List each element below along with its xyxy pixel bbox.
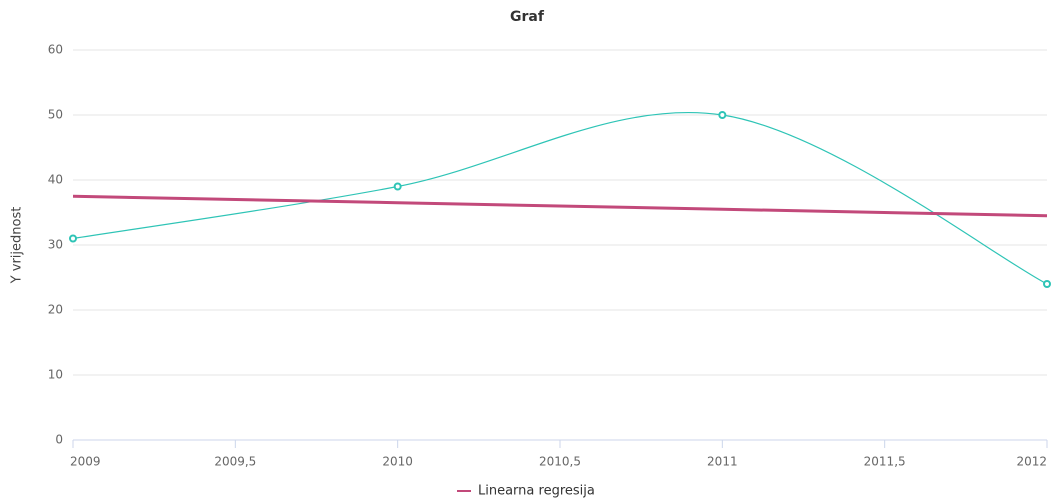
x-tick-label: 2009,5 bbox=[214, 455, 256, 469]
y-tick-label: 0 bbox=[55, 433, 63, 447]
y-tick-label: 20 bbox=[48, 303, 63, 317]
y-axis-label: Y vrijednost bbox=[10, 207, 25, 285]
x-tick-label: 2010,5 bbox=[539, 455, 581, 469]
point-marker bbox=[69, 234, 77, 243]
x-tick-label: 2009 bbox=[70, 455, 101, 469]
point-marker bbox=[393, 182, 402, 191]
y-tick-label: 10 bbox=[48, 368, 63, 382]
y-tick-label: 40 bbox=[48, 173, 63, 187]
y-tick-label: 50 bbox=[48, 108, 63, 122]
x-tick-label: 2011,5 bbox=[864, 455, 906, 469]
point-marker bbox=[718, 111, 727, 119]
x-tick-label: 2012 bbox=[1016, 455, 1047, 469]
point-marker bbox=[1043, 280, 1051, 288]
series-line bbox=[72, 111, 1048, 285]
x-tick-label: 2011 bbox=[707, 455, 738, 469]
chart-title: Graf bbox=[510, 9, 545, 25]
y-tick-label: 30 bbox=[48, 238, 63, 252]
legend-label: Linearna regresija bbox=[478, 484, 595, 499]
x-tick-label: 2010 bbox=[382, 455, 413, 469]
y-tick-label: 60 bbox=[48, 43, 63, 57]
series-line bbox=[72, 194, 1048, 218]
